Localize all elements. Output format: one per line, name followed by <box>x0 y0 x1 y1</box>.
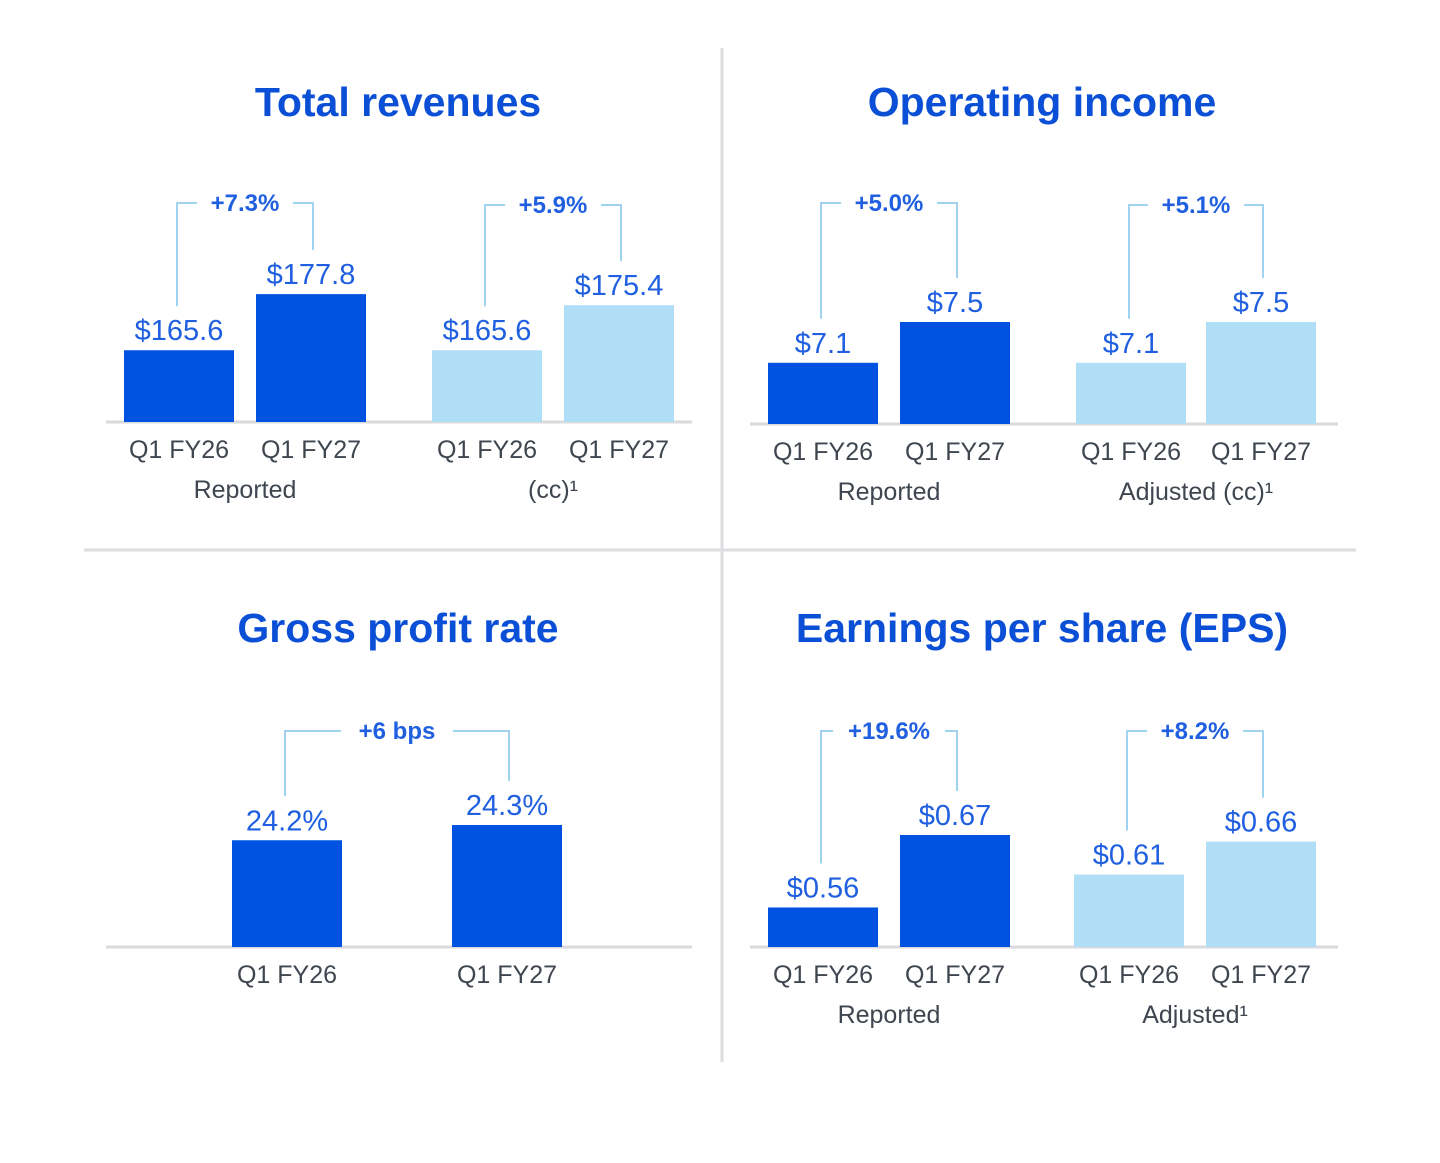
x-tick-label: Q1 FY26 <box>1079 961 1179 989</box>
x-tick-label: Q1 FY26 <box>1081 438 1181 466</box>
change-label: +19.6% <box>848 718 930 745</box>
change-bracket-left <box>1126 730 1147 831</box>
change-label: +5.0% <box>855 190 924 217</box>
bar <box>1206 841 1316 947</box>
data-label: $7.1 <box>795 328 851 360</box>
change-bracket-left <box>820 202 841 319</box>
change-bracket-left <box>820 730 833 864</box>
bar <box>432 350 542 422</box>
bar <box>564 305 674 422</box>
x-tick-label: Q1 FY27 <box>261 436 361 464</box>
change-label: +5.9% <box>519 192 588 219</box>
change-label: +8.2% <box>1161 718 1230 745</box>
x-tick-label: Q1 FY27 <box>457 961 557 989</box>
bar <box>1076 362 1186 424</box>
change-bracket-right <box>601 204 622 262</box>
data-label: $165.6 <box>443 315 532 347</box>
change-bracket-right <box>1244 204 1264 278</box>
group-label: Adjusted¹ <box>1142 1001 1248 1029</box>
bar <box>900 322 1010 424</box>
change-bracket-left <box>1128 204 1148 319</box>
bar <box>256 294 366 422</box>
change-bracket-right <box>453 730 510 781</box>
change-bracket-left <box>176 202 197 307</box>
data-label: $0.56 <box>787 872 860 904</box>
x-tick-label: Q1 FY27 <box>905 961 1005 989</box>
bar-group: $7.1 Q1 FY26 $7.5 Q1 FY27 +5.1% Adjusted (cc)… <box>1076 192 1316 506</box>
change-bracket-right <box>937 202 958 278</box>
data-label: $7.5 <box>1233 287 1289 319</box>
bar <box>768 907 878 947</box>
change-label: +5.1% <box>1162 192 1231 219</box>
panel-title: Earnings per share (EPS) <box>796 605 1288 651</box>
x-tick-label: Q1 FY26 <box>773 961 873 989</box>
data-label: 24.2% <box>246 805 328 837</box>
panel-title: Total revenues <box>255 79 541 125</box>
x-tick-label: Q1 FY27 <box>905 438 1005 466</box>
change-bracket-left <box>284 730 341 797</box>
bar-group: 24.2% Q1 FY26 24.3% Q1 FY27 +6 bps <box>232 718 562 989</box>
change-bracket-left <box>484 204 505 307</box>
x-tick-label: Q1 FY27 <box>1211 438 1311 466</box>
group-label: Adjusted (cc)¹ <box>1119 478 1273 506</box>
data-label: $7.5 <box>927 287 983 319</box>
bar-group: $0.56 Q1 FY26 $0.67 Q1 FY27 +19.6% Reported <box>768 718 1010 1029</box>
bar <box>1074 874 1184 947</box>
data-label: $0.61 <box>1093 840 1166 872</box>
bar <box>768 362 878 424</box>
bar <box>900 835 1010 947</box>
chart-panel: Operating income $7.1 Q1 FY26 $7.5 Q1 FY27 +5… <box>750 79 1338 506</box>
change-bracket-right <box>945 730 958 791</box>
chart-panel: Total revenues $165.6 Q1 FY26 $177.8 Q1 FY27… <box>106 79 692 504</box>
data-label: $165.6 <box>135 315 224 347</box>
change-bracket-right <box>293 202 314 251</box>
x-tick-label: Q1 FY26 <box>773 438 873 466</box>
data-label: $175.4 <box>575 270 664 302</box>
data-label: $7.1 <box>1103 328 1159 360</box>
data-label: $0.67 <box>919 800 992 832</box>
panel-title: Gross profit rate <box>237 605 558 651</box>
x-tick-label: Q1 FY26 <box>437 436 537 464</box>
group-label: Reported <box>838 478 941 506</box>
bar-group: $0.61 Q1 FY26 $0.66 Q1 FY27 +8.2% Adjusted¹ <box>1074 718 1316 1029</box>
bar <box>124 350 234 422</box>
bar-group: $7.1 Q1 FY26 $7.5 Q1 FY27 +5.0% Reported <box>768 190 1010 506</box>
change-bracket-right <box>1243 730 1264 798</box>
group-label: Reported <box>838 1001 941 1029</box>
panel-title: Operating income <box>868 79 1217 125</box>
x-tick-label: Q1 FY26 <box>129 436 229 464</box>
change-label: +7.3% <box>211 190 280 217</box>
x-tick-label: Q1 FY27 <box>569 436 669 464</box>
group-label: (cc)¹ <box>528 476 578 504</box>
data-label: $177.8 <box>267 259 356 291</box>
bar <box>1206 322 1316 424</box>
bar <box>452 825 562 947</box>
bar-group: $165.6 Q1 FY26 $175.4 Q1 FY27 +5.9% (cc)¹ <box>432 192 674 504</box>
change-label: +6 bps <box>359 718 436 745</box>
data-label: 24.3% <box>466 790 548 822</box>
x-tick-label: Q1 FY27 <box>1211 961 1311 989</box>
bar <box>232 840 342 947</box>
data-label: $0.66 <box>1225 807 1298 839</box>
bar-group: $165.6 Q1 FY26 $177.8 Q1 FY27 +7.3% Reported <box>124 190 366 504</box>
group-label: Reported <box>194 476 297 504</box>
x-tick-label: Q1 FY26 <box>237 961 337 989</box>
chart-panel: Gross profit rate 24.2% Q1 FY26 24.3% Q1 FY2… <box>106 605 692 989</box>
